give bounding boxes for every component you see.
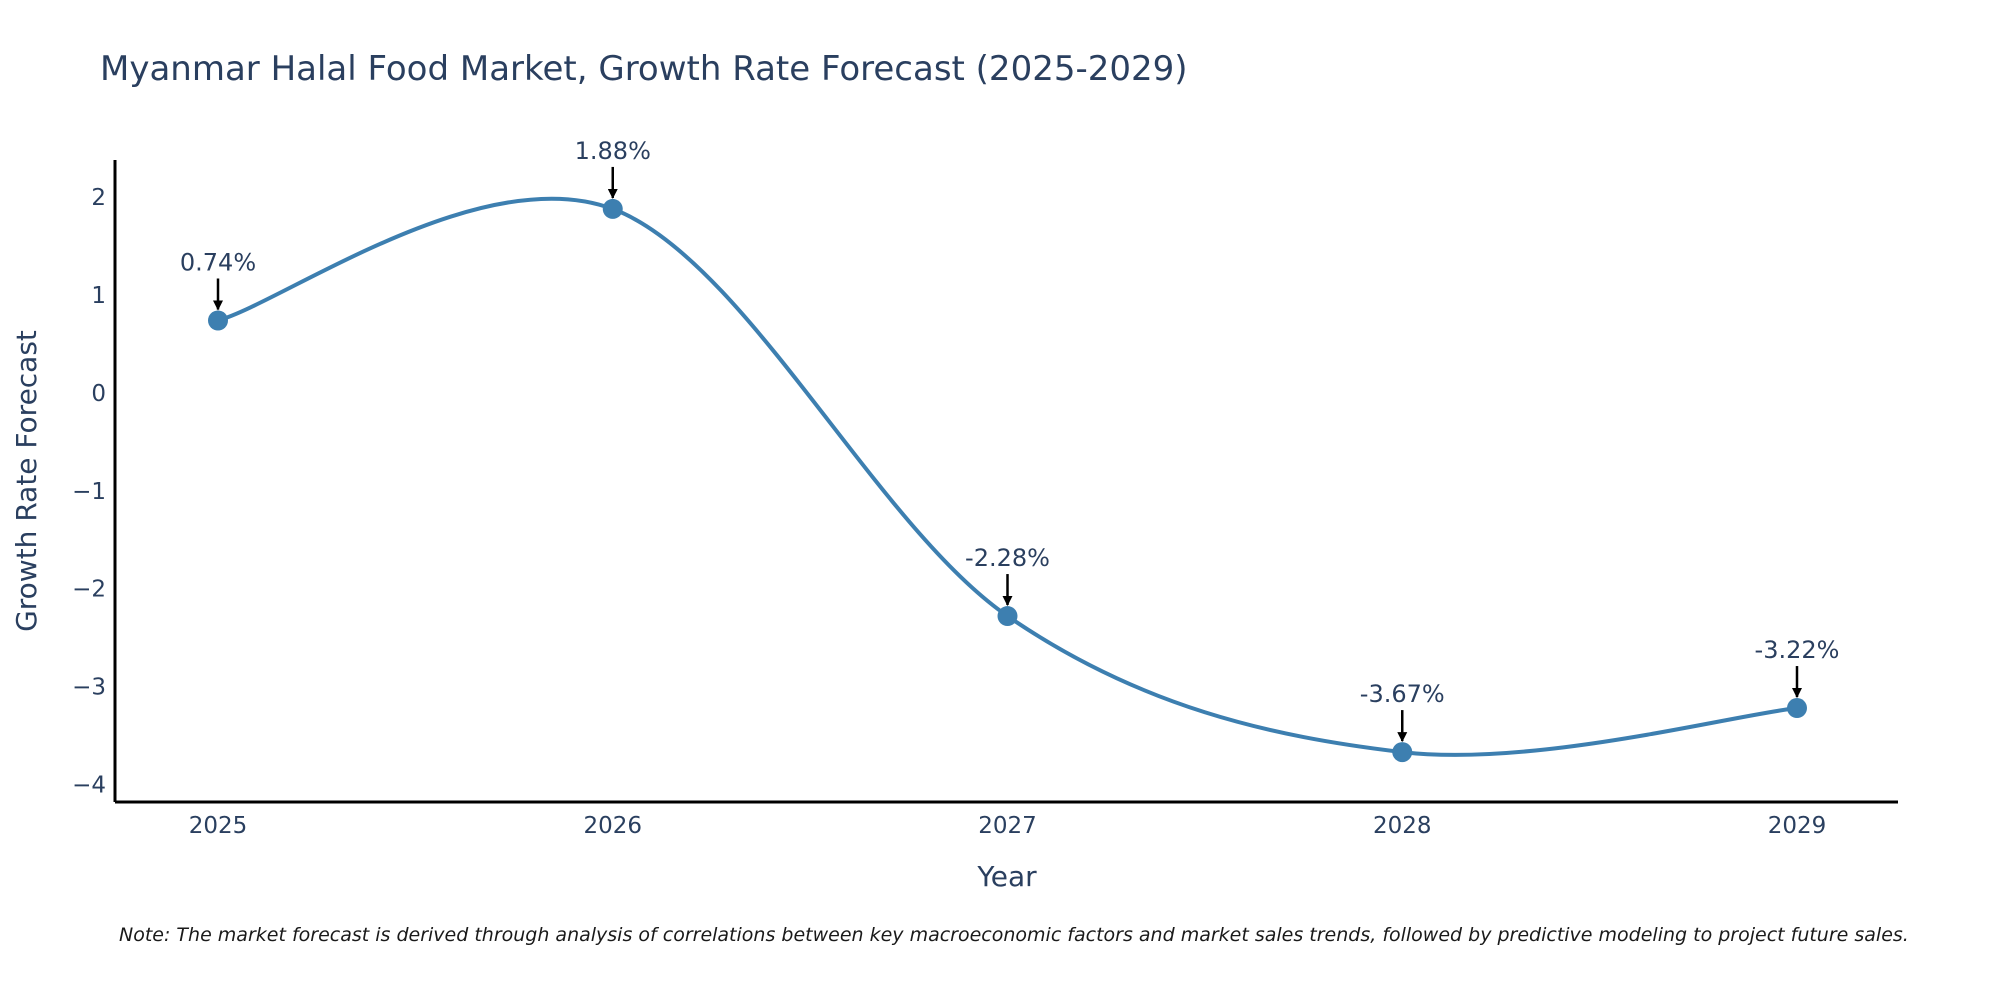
data-points [208,198,1807,763]
x-tick-label: 2029 [1768,813,1827,839]
x-tick-label: 2027 [978,813,1037,839]
data-label: 0.74% [180,249,256,277]
chart-title: Myanmar Halal Food Market, Growth Rate F… [100,49,1188,89]
data-point [1392,742,1413,763]
y-tick-label: 1 [91,283,106,309]
data-point [1787,698,1807,719]
footnote: Note: The market forecast is derived thr… [119,924,1909,946]
y-tick-label: −3 [72,675,106,701]
x-axis-label: Year [976,860,1037,893]
y-tick-label: −2 [72,577,106,603]
data-label: -3.67% [1360,680,1445,708]
data-label: -3.22% [1755,636,1840,664]
y-tick-label: 2 [91,185,106,211]
data-point [208,310,228,331]
data-annotations: 0.74% 1.88% -2.28% -3.67% -3.22% [180,137,1840,743]
y-tick-label: −4 [72,772,106,798]
x-tick-label: 2025 [189,813,248,839]
data-label: -2.28% [965,544,1050,572]
x-axis-ticks: 2025 2026 2027 2028 2029 [189,813,1827,839]
data-point [997,606,1018,627]
y-tick-label: −1 [72,479,106,505]
series-line [217,196,1798,757]
x-tick-label: 2028 [1373,813,1432,839]
data-point [602,198,623,219]
y-axis-label: Growth Rate Forecast [10,330,43,632]
x-tick-label: 2026 [583,813,642,839]
y-tick-label: 0 [91,381,106,407]
data-label: 1.88% [575,137,651,165]
y-axis-ticks: 2 1 0 −1 −2 −3 −4 [72,185,106,798]
